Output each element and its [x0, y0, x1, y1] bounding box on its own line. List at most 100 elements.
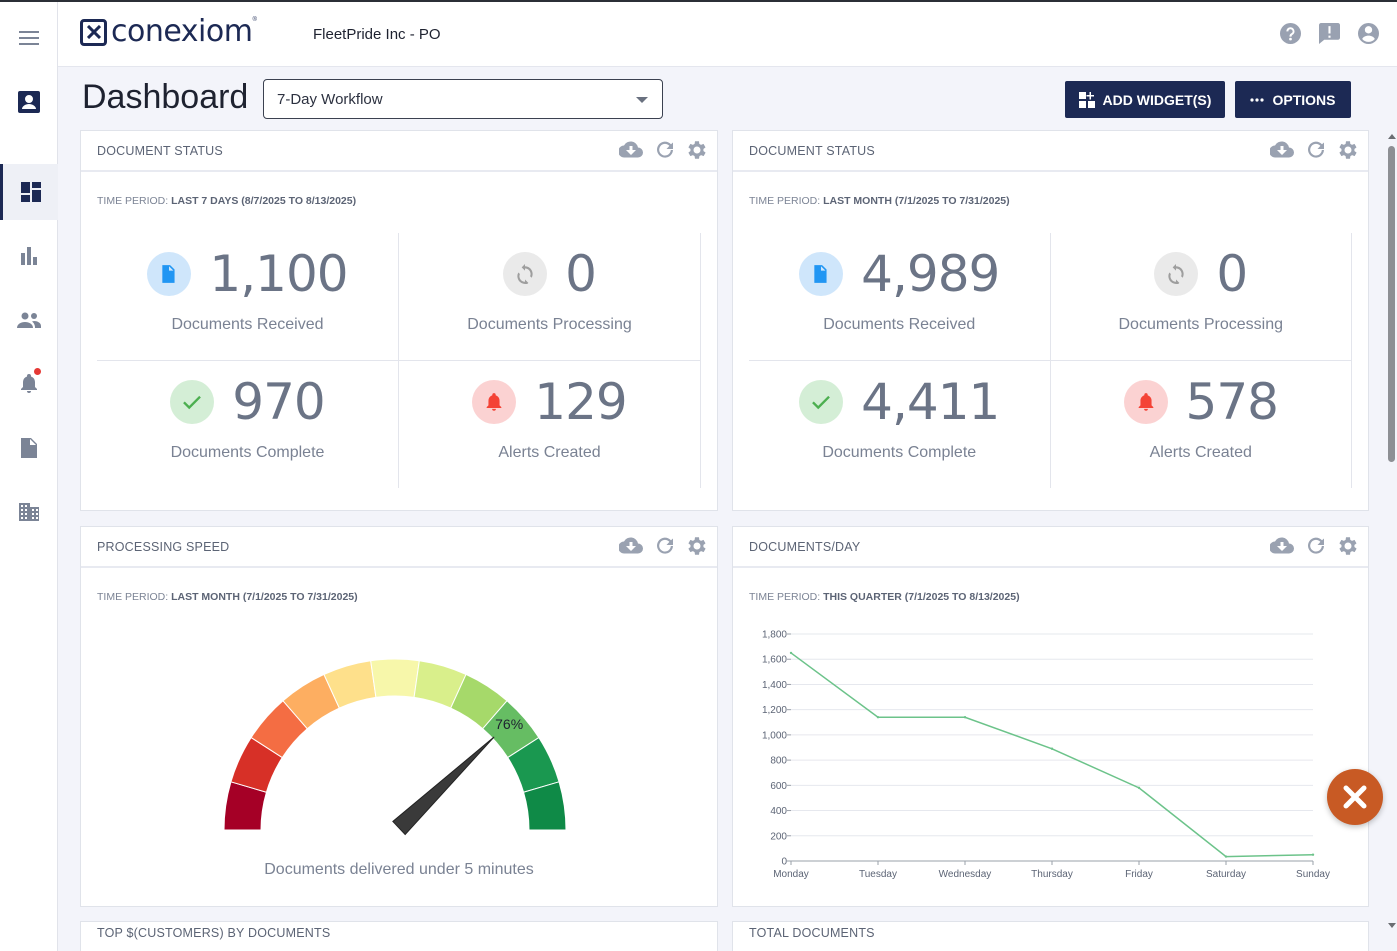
x-tick-label: Tuesday — [859, 869, 897, 880]
stat-cell: 0 Documents Processing — [1050, 233, 1352, 361]
page-title: Dashboard — [82, 78, 249, 116]
notification-dot — [34, 368, 41, 375]
stat-value: 970 — [232, 372, 325, 431]
widget-header: TOP $(CUSTOMERS) BY DOCUMENTS — [81, 922, 717, 940]
stat-grid: 4,989 Documents Received 0 Documents Pro… — [749, 233, 1352, 488]
widget-header: DOCUMENT STATUS — [733, 131, 1368, 172]
widgets-icon — [1078, 91, 1095, 108]
gauge-needle — [392, 736, 495, 836]
refresh-icon[interactable] — [1306, 140, 1326, 160]
cloud-download-icon[interactable] — [619, 536, 643, 556]
options-label: OPTIONS — [1272, 91, 1336, 108]
y-tick-label: 0 — [781, 857, 787, 868]
more-horizontal-icon — [1250, 97, 1265, 102]
processing-speed-widget: PROCESSING SPEED TIME PERIOD: LAST MONTH… — [80, 526, 718, 907]
x-tick-label: Wednesday — [939, 869, 992, 880]
data-point — [1224, 855, 1228, 858]
scroll-down-icon[interactable] — [1386, 922, 1397, 930]
x-tick-label: Thursday — [1031, 869, 1073, 880]
gear-icon[interactable] — [1338, 536, 1358, 556]
cloud-download-icon[interactable] — [619, 140, 643, 160]
check-icon — [170, 379, 215, 424]
stat-label: Alerts Created — [498, 443, 601, 461]
data-point — [1050, 747, 1054, 750]
bar-chart-icon[interactable] — [0, 228, 58, 284]
add-widget-button[interactable]: ADD WIDGET(S) — [1065, 81, 1225, 118]
stat-value: 578 — [1185, 372, 1279, 431]
stat-cell: 0 Documents Processing — [399, 233, 701, 361]
stat-cell: 970 Documents Complete — [97, 360, 399, 488]
stat-grid: 1,100 Documents Received 0 Documents Pro… — [97, 233, 701, 488]
conexiom-x-icon — [1343, 785, 1367, 809]
y-tick-label: 200 — [770, 831, 787, 842]
sidebar — [0, 2, 58, 951]
add-widget-label: ADD WIDGET(S) — [1102, 91, 1212, 108]
document-icon — [799, 252, 844, 296]
data-point — [789, 651, 793, 655]
x-tick-label: Monday — [773, 869, 809, 880]
document-status-widget-7day: DOCUMENT STATUS TIME PERIOD: LAST 7 DAYS… — [80, 130, 718, 511]
stat-label: Alerts Created — [1149, 443, 1252, 461]
cloud-download-icon[interactable] — [1270, 140, 1294, 160]
y-tick-label: 1,400 — [762, 680, 787, 691]
sync-icon — [1154, 252, 1199, 296]
gear-icon[interactable] — [687, 140, 707, 160]
contact-card-icon[interactable] — [0, 74, 58, 130]
gear-icon[interactable] — [687, 536, 707, 556]
scrollbar-thumb[interactable] — [1388, 146, 1395, 462]
stat-cell: 1,100 Documents Received — [97, 233, 399, 361]
x-tick-label: Sunday — [1296, 869, 1330, 880]
bell-icon — [1123, 379, 1168, 424]
building-icon[interactable] — [0, 484, 58, 540]
stat-label: Documents Processing — [467, 316, 632, 333]
options-button[interactable]: OPTIONS — [1235, 81, 1351, 118]
x-tick-label: Friday — [1125, 869, 1153, 880]
y-tick-label: 600 — [770, 781, 787, 792]
cloud-download-icon[interactable] — [1270, 536, 1294, 556]
stat-label: Documents Received — [823, 316, 976, 333]
data-point — [963, 716, 967, 719]
sync-icon — [503, 252, 548, 296]
page-scrollbar[interactable] — [1385, 132, 1397, 932]
registered-mark: ® — [252, 17, 257, 23]
stat-value: 4,411 — [861, 372, 1000, 431]
stat-value: 0 — [1216, 245, 1248, 303]
stat-label: Documents Complete — [822, 443, 977, 461]
menu-icon[interactable] — [0, 10, 58, 66]
conexiom-logo[interactable]: conexiom ® — [80, 17, 257, 47]
data-point — [876, 716, 880, 719]
y-tick-label: 400 — [770, 806, 787, 817]
time-period: TIME PERIOD: LAST MONTH (7/1/2025 TO 7/3… — [97, 591, 358, 603]
stat-cell: 4,989 Documents Received — [749, 233, 1051, 361]
feedback-icon[interactable] — [1319, 23, 1340, 44]
stat-value: 4,989 — [861, 245, 1000, 303]
document-icon[interactable] — [0, 420, 58, 476]
gear-icon[interactable] — [1338, 140, 1358, 160]
y-tick-label: 800 — [770, 756, 787, 767]
document-status-widget-month: DOCUMENT STATUS TIME PERIOD: LAST MONTH … — [732, 130, 1369, 511]
documents-per-day-chart: 0 200 400 600 800 1,000 1,200 1,400 1,600 1,800 Mo… — [762, 630, 1330, 881]
stat-value: 0 — [565, 245, 597, 303]
help-icon[interactable] — [1280, 23, 1301, 44]
data-point — [1311, 853, 1315, 856]
stat-value: 1,100 — [209, 245, 348, 303]
speed-gauge: 76% — [223, 658, 567, 836]
workflow-select-value: 7-Day Workflow — [277, 91, 383, 108]
widget-title: TOP $(CUSTOMERS) BY DOCUMENTS — [97, 926, 331, 940]
conexiom-assistant-button[interactable] — [1327, 769, 1383, 825]
scroll-up-icon[interactable] — [1386, 132, 1397, 140]
account-icon[interactable] — [1358, 23, 1379, 44]
people-icon[interactable] — [0, 292, 58, 348]
widget-header: TOTAL DOCUMENTS — [733, 922, 1368, 940]
refresh-icon[interactable] — [655, 140, 675, 160]
logo-mark-icon — [80, 18, 107, 46]
data-point — [1137, 786, 1141, 790]
gauge-segment — [370, 658, 420, 698]
widget-title: DOCUMENTS/DAY — [749, 539, 861, 554]
bell-icon[interactable] — [0, 356, 58, 412]
dashboard-icon[interactable] — [0, 164, 58, 220]
check-icon — [799, 379, 844, 424]
y-tick-label: 1,200 — [762, 705, 787, 716]
workflow-select[interactable]: 7-Day Workflow — [263, 79, 663, 119]
